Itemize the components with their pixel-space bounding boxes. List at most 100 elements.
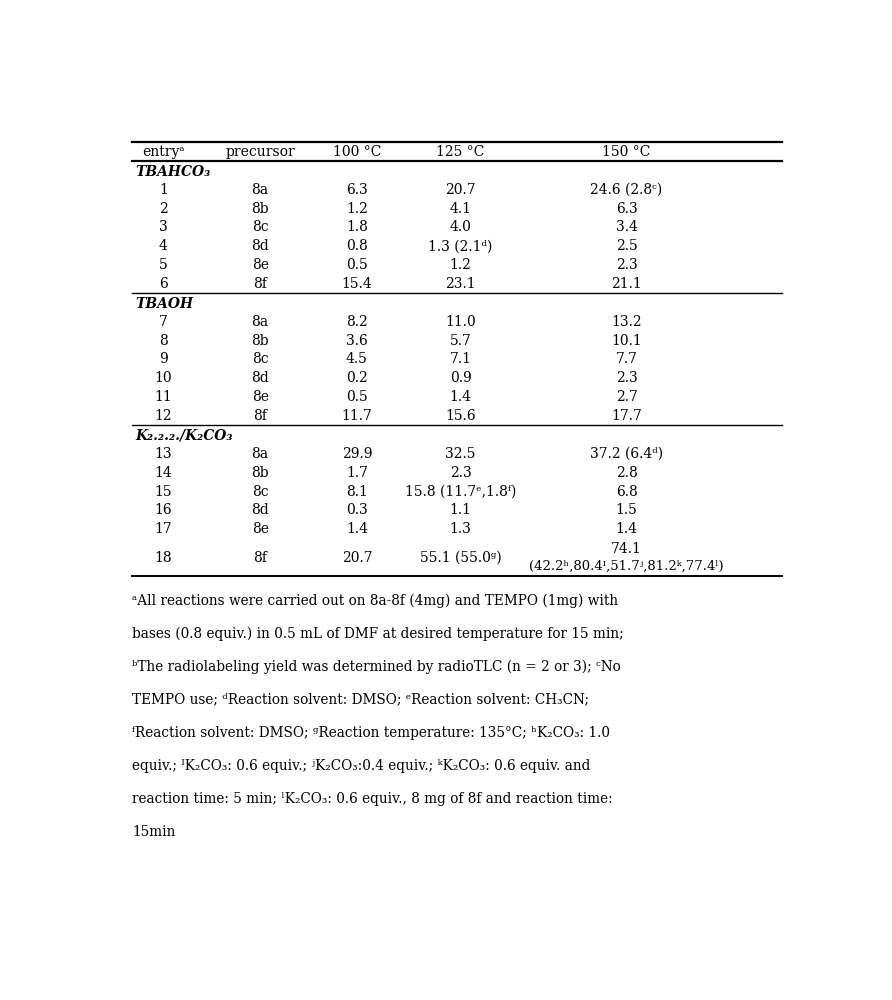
Text: 11.7: 11.7 [342,409,372,423]
Text: K₂.₂.₂./K₂CO₃: K₂.₂.₂./K₂CO₃ [136,429,233,443]
Text: 20.7: 20.7 [445,183,476,197]
Text: 20.7: 20.7 [342,551,372,565]
Text: 1.3: 1.3 [450,522,472,536]
Text: 4.0: 4.0 [450,220,472,234]
Text: 3.4: 3.4 [615,220,638,234]
Text: 2: 2 [159,202,168,216]
Text: 21.1: 21.1 [611,277,642,291]
Text: 13.2: 13.2 [611,315,642,329]
Text: 12: 12 [154,409,172,423]
Text: 0.3: 0.3 [346,503,368,517]
Text: TEMPO use; ᵈReaction solvent: DMSO; ᵉReaction solvent: CH₃CN;: TEMPO use; ᵈReaction solvent: DMSO; ᵉRea… [132,693,590,707]
Text: 10.1: 10.1 [611,334,642,348]
Text: 8f: 8f [253,409,267,423]
Text: 8e: 8e [252,522,268,536]
Text: 18: 18 [154,551,172,565]
Text: 0.9: 0.9 [450,371,472,385]
Text: (42.2ʰ,80.4ᴵ,51.7ʲ,81.2ᵏ,77.4ˡ): (42.2ʰ,80.4ᴵ,51.7ʲ,81.2ᵏ,77.4ˡ) [529,559,723,572]
Text: 8a: 8a [252,183,268,197]
Text: 6: 6 [159,277,168,291]
Text: 32.5: 32.5 [445,447,475,461]
Text: 8c: 8c [252,220,268,234]
Text: 8e: 8e [252,258,268,272]
Text: 2.7: 2.7 [615,390,638,404]
Text: 11: 11 [154,390,172,404]
Text: 8d: 8d [252,239,269,253]
Text: 0.2: 0.2 [346,371,368,385]
Text: 2.8: 2.8 [615,466,638,480]
Text: 1: 1 [159,183,168,197]
Text: 1.4: 1.4 [346,522,368,536]
Text: 23.1: 23.1 [445,277,476,291]
Text: 24.6 (2.8ᶜ): 24.6 (2.8ᶜ) [591,183,663,197]
Text: 8.1: 8.1 [346,485,368,499]
Text: 0.5: 0.5 [346,390,368,404]
Text: 13: 13 [154,447,172,461]
Text: 4: 4 [159,239,168,253]
Text: 1.4: 1.4 [450,390,472,404]
Text: 9: 9 [159,352,168,366]
Text: 4.1: 4.1 [450,202,472,216]
Text: 8c: 8c [252,352,268,366]
Text: 1.8: 1.8 [346,220,368,234]
Text: 3.6: 3.6 [346,334,368,348]
Text: 125 °C: 125 °C [436,145,484,159]
Text: 2.3: 2.3 [615,258,638,272]
Text: entryᵃ: entryᵃ [142,145,185,159]
Text: 4.5: 4.5 [346,352,368,366]
Text: 7.1: 7.1 [450,352,472,366]
Text: 5: 5 [159,258,168,272]
Text: 8.2: 8.2 [346,315,368,329]
Text: 8f: 8f [253,277,267,291]
Text: TBAHCO₃: TBAHCO₃ [136,165,211,179]
Text: 8f: 8f [253,551,267,565]
Text: 8a: 8a [252,315,268,329]
Text: 2.3: 2.3 [450,466,472,480]
Text: 8c: 8c [252,485,268,499]
Text: 150 °C: 150 °C [602,145,650,159]
Text: 7.7: 7.7 [615,352,638,366]
Text: equiv.; ᴵK₂CO₃: 0.6 equiv.; ʲK₂CO₃:0.4 equiv.; ᵏK₂CO₃: 0.6 equiv. and: equiv.; ᴵK₂CO₃: 0.6 equiv.; ʲK₂CO₃:0.4 e… [132,759,591,773]
Text: 74.1: 74.1 [611,542,642,556]
Text: 3: 3 [159,220,168,234]
Text: 15min: 15min [132,825,176,839]
Text: 6.8: 6.8 [615,485,638,499]
Text: 8b: 8b [252,334,269,348]
Text: 6.3: 6.3 [346,183,368,197]
Text: 16: 16 [154,503,172,517]
Text: 17.7: 17.7 [611,409,642,423]
Text: 10: 10 [154,371,172,385]
Text: 29.9: 29.9 [342,447,372,461]
Text: 11.0: 11.0 [445,315,476,329]
Text: 2.3: 2.3 [615,371,638,385]
Text: 14: 14 [154,466,172,480]
Text: 55.1 (55.0ᵍ): 55.1 (55.0ᵍ) [420,551,501,565]
Text: 1.7: 1.7 [346,466,368,480]
Text: reaction time: 5 min; ˡK₂CO₃: 0.6 equiv., 8 mg of 8f and reaction time:: reaction time: 5 min; ˡK₂CO₃: 0.6 equiv.… [132,792,613,806]
Text: 8d: 8d [252,503,269,517]
Text: ᵃAll reactions were carried out on 8a-8f (4mg) and TEMPO (1mg) with: ᵃAll reactions were carried out on 8a-8f… [132,593,618,608]
Text: 5.7: 5.7 [450,334,472,348]
Text: 0.8: 0.8 [346,239,368,253]
Text: 7: 7 [159,315,168,329]
Text: precursor: precursor [226,145,295,159]
Text: 2.5: 2.5 [615,239,638,253]
Text: 8b: 8b [252,202,269,216]
Text: 15: 15 [154,485,172,499]
Text: 8a: 8a [252,447,268,461]
Text: 8d: 8d [252,371,269,385]
Text: 15.6: 15.6 [445,409,476,423]
Text: ᶠReaction solvent: DMSO; ᵍReaction temperature: 135°C; ʰK₂CO₃: 1.0: ᶠReaction solvent: DMSO; ᵍReaction tempe… [132,726,610,740]
Text: 1.2: 1.2 [346,202,368,216]
Text: 8e: 8e [252,390,268,404]
Text: 15.4: 15.4 [342,277,372,291]
Text: ᵇThe radiolabeling yield was determined by radioTLC (n = 2 or 3); ᶜNo: ᵇThe radiolabeling yield was determined … [132,660,621,674]
Text: 6.3: 6.3 [615,202,638,216]
Text: 8: 8 [159,334,168,348]
Text: 1.4: 1.4 [615,522,638,536]
Text: 100 °C: 100 °C [333,145,381,159]
Text: 1.2: 1.2 [450,258,472,272]
Text: 8b: 8b [252,466,269,480]
Text: 37.2 (6.4ᵈ): 37.2 (6.4ᵈ) [590,447,663,461]
Text: bases (0.8 equiv.) in 0.5 mL of DMF at desired temperature for 15 min;: bases (0.8 equiv.) in 0.5 mL of DMF at d… [132,626,624,641]
